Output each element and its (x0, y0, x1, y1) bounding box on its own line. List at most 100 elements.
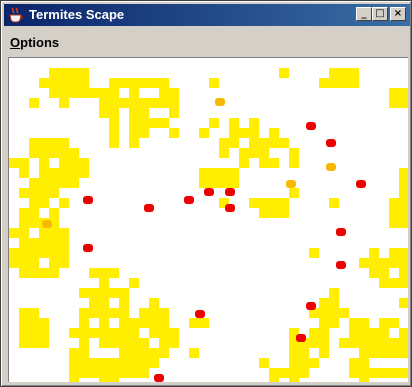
minimize-button[interactable]: _ (356, 7, 372, 21)
wood-chip-331 (359, 368, 369, 378)
wood-chip-30 (109, 88, 119, 98)
wood-chip-159 (19, 238, 29, 248)
wood-chip-197 (389, 278, 399, 288)
wood-chip-285 (389, 338, 399, 348)
menu-options-label: ptions (20, 35, 60, 50)
wood-chip-130 (39, 198, 49, 208)
wood-chip-203 (119, 288, 129, 298)
termite-12 (306, 302, 316, 310)
wood-chip-206 (99, 298, 109, 308)
wood-chip-142 (49, 208, 59, 218)
wood-chip-145 (279, 208, 289, 218)
wood-chip-122 (399, 178, 408, 188)
wood-chip-176 (29, 258, 39, 268)
wood-chip-213 (29, 308, 39, 318)
wood-chip-340 (289, 378, 299, 382)
termite-9 (83, 244, 93, 252)
wood-chip-329 (299, 368, 309, 378)
wood-chip-149 (29, 218, 39, 228)
wood-chip-311 (149, 358, 159, 368)
menu-options[interactable]: Options (10, 35, 59, 50)
wood-chip-158 (59, 228, 69, 238)
wood-chip-166 (29, 248, 39, 258)
wood-chip-153 (399, 218, 408, 228)
wood-chip-332 (369, 368, 379, 378)
wood-chip-11 (69, 78, 79, 88)
wood-chip-324 (129, 368, 139, 378)
wood-chip-318 (69, 368, 79, 378)
wood-chip-218 (119, 308, 129, 318)
wood-chip-202 (109, 288, 119, 298)
wood-chip-131 (59, 198, 69, 208)
wood-chip-65 (199, 128, 209, 138)
wood-chip-108 (199, 168, 209, 178)
wood-chip-29 (99, 88, 109, 98)
wood-chip-281 (349, 338, 359, 348)
wood-chip-106 (69, 168, 79, 178)
wood-chip-330 (349, 368, 359, 378)
wood-chip-86 (69, 148, 79, 158)
wood-chip-22 (339, 78, 349, 88)
termites-scape-svg (9, 68, 408, 382)
wood-chip-233 (139, 318, 149, 328)
wood-chip-18 (159, 78, 169, 88)
wood-chip-291 (139, 348, 149, 358)
wood-chip-300 (379, 348, 389, 358)
wood-chip-248 (79, 328, 89, 338)
wood-chip-115 (49, 178, 59, 188)
wood-chip-171 (369, 248, 379, 258)
wood-chip-37 (59, 98, 69, 108)
wood-chip-323 (119, 368, 129, 378)
wood-chip-312 (259, 358, 269, 368)
wood-chip-85 (59, 148, 69, 158)
wood-chip-189 (99, 268, 109, 278)
wood-chip-78 (249, 138, 259, 148)
close-button[interactable]: × (390, 7, 406, 21)
wood-chip-119 (209, 178, 219, 188)
wood-chip-191 (369, 268, 379, 278)
wood-chip-183 (399, 258, 408, 268)
wood-chip-243 (389, 318, 399, 328)
wood-chip-151 (49, 218, 59, 228)
wood-chip-45 (169, 98, 179, 108)
wood-chip-127 (289, 188, 299, 198)
title-bar[interactable]: Termites Scape _ □ × (4, 4, 410, 26)
wood-chip-124 (29, 188, 39, 198)
menu-options-mnemonic: O (10, 35, 21, 50)
wood-chip-326 (269, 368, 279, 378)
wood-chip-178 (59, 258, 69, 268)
wood-chip-293 (159, 348, 169, 358)
wood-chip-96 (69, 158, 79, 168)
wood-chip-2 (69, 68, 79, 78)
wood-chip-148 (19, 218, 29, 228)
java-cup-icon (8, 7, 24, 23)
wood-chip-290 (129, 348, 139, 358)
wood-chip-81 (279, 138, 289, 148)
wood-chip-144 (269, 208, 279, 218)
wood-chip-269 (99, 338, 109, 348)
wood-chip-133 (249, 198, 259, 208)
wood-chip-265 (19, 338, 29, 348)
wood-chip-310 (139, 358, 149, 368)
wood-chip-75 (129, 138, 139, 148)
wood-chip-55 (139, 118, 149, 128)
wood-chip-13 (109, 78, 119, 88)
wood-chip-217 (109, 308, 119, 318)
close-icon: × (393, 8, 403, 19)
wood-chip-112 (399, 168, 408, 178)
wood-chip-288 (79, 348, 89, 358)
wood-chip-209 (319, 298, 329, 308)
wood-chip-40 (119, 98, 129, 108)
wood-chip-72 (49, 138, 59, 148)
termites-canvas[interactable] (8, 57, 408, 382)
wood-chip-129 (29, 198, 39, 208)
wood-chip-321 (99, 368, 109, 378)
maximize-button[interactable]: □ (372, 7, 388, 21)
wood-chip-212 (19, 308, 29, 318)
termite-3 (204, 188, 214, 196)
wood-chip-264 (399, 328, 408, 338)
termite-13 (195, 310, 205, 318)
wood-chip-118 (199, 178, 209, 188)
wood-chip-184 (19, 268, 29, 278)
